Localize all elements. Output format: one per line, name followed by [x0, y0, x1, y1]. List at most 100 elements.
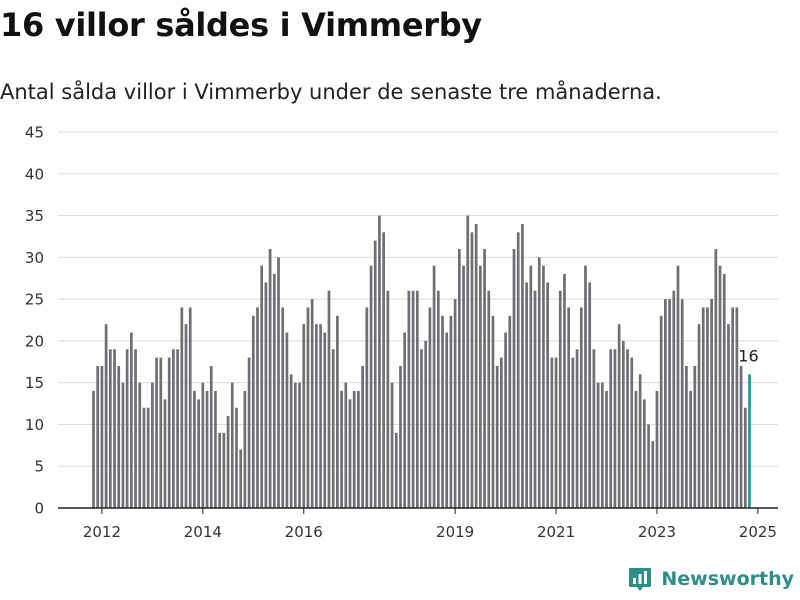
newsworthy-logo: Newsworthy	[627, 566, 794, 592]
bar	[428, 307, 432, 508]
bar	[668, 299, 671, 508]
y-tick-label: 15	[25, 374, 44, 392]
bar	[739, 365, 743, 508]
bar	[521, 223, 524, 508]
bar	[731, 307, 735, 508]
x-tick-label: 2021	[537, 523, 575, 541]
newsworthy-logo-icon	[629, 568, 652, 591]
bar	[151, 382, 154, 508]
bar	[327, 290, 331, 508]
x-axis-labels: 2012 2014 2016 2019 2021 2023 2025	[83, 523, 777, 541]
bar	[298, 382, 301, 508]
y-tick-label: 25	[25, 291, 44, 309]
y-tick-label: 20	[25, 332, 44, 350]
bar	[138, 382, 142, 508]
bar	[340, 391, 343, 508]
bar	[117, 365, 121, 508]
x-tick-label: 2014	[184, 523, 222, 541]
bar	[323, 332, 327, 508]
bar	[209, 365, 213, 508]
y-axis-labels: 0 5 10 15 20 25 30 35 40 45	[25, 124, 44, 518]
bar	[193, 391, 196, 508]
bar	[394, 432, 398, 508]
bar	[268, 248, 272, 509]
bar	[113, 349, 116, 508]
bar	[378, 215, 381, 508]
bar	[230, 382, 234, 508]
bar	[222, 432, 226, 508]
bar	[466, 215, 470, 508]
bar	[382, 232, 385, 508]
bar	[655, 391, 659, 508]
bar	[163, 399, 167, 508]
bar	[600, 382, 604, 508]
bar	[651, 441, 655, 508]
bar	[134, 349, 137, 508]
bar	[449, 315, 453, 508]
bar	[344, 382, 348, 508]
bar	[743, 407, 747, 508]
bar	[130, 332, 133, 508]
bar	[676, 265, 680, 508]
bar	[386, 290, 390, 508]
bar	[621, 340, 625, 508]
bar	[235, 407, 238, 508]
bar	[563, 274, 566, 508]
y-tick-label: 40	[25, 165, 44, 183]
bar	[302, 324, 306, 508]
bar	[441, 315, 444, 508]
bar	[336, 315, 339, 508]
bar	[125, 349, 129, 508]
bar	[529, 265, 533, 508]
bar	[289, 374, 293, 508]
bar	[399, 365, 402, 508]
bar	[205, 391, 209, 508]
bar	[474, 223, 478, 508]
bars	[92, 215, 751, 509]
y-tick-label: 30	[25, 249, 44, 267]
x-tick-label: 2012	[83, 523, 121, 541]
bar	[239, 449, 243, 508]
bar	[605, 391, 608, 508]
bar	[462, 265, 465, 508]
bar	[432, 265, 436, 508]
bar	[714, 248, 718, 509]
bar	[390, 382, 394, 508]
y-tick-label: 45	[25, 124, 44, 142]
bar	[457, 248, 461, 509]
bar	[260, 265, 264, 508]
bar	[470, 232, 474, 508]
bar	[226, 416, 230, 508]
bar	[310, 299, 314, 508]
bar	[104, 324, 108, 508]
highlight-bar	[748, 374, 751, 508]
bar	[487, 290, 491, 508]
bar	[352, 391, 356, 508]
bar	[579, 307, 583, 508]
bar	[357, 391, 360, 508]
bar	[348, 399, 352, 508]
bar	[542, 265, 545, 508]
bar	[685, 365, 688, 508]
bar	[272, 274, 276, 508]
bar	[735, 307, 739, 508]
bar	[617, 324, 621, 508]
bar	[643, 399, 646, 508]
y-tick-label: 5	[34, 458, 44, 476]
y-tick-label: 35	[25, 207, 44, 225]
bar	[508, 315, 512, 508]
bar	[701, 307, 705, 508]
bar	[626, 349, 629, 508]
bar	[575, 349, 579, 508]
bar	[264, 282, 268, 508]
bar	[108, 349, 112, 508]
bar	[567, 307, 571, 508]
bar	[142, 407, 146, 508]
bar	[613, 349, 617, 508]
bar	[256, 307, 259, 508]
bar	[697, 324, 701, 508]
y-tick-label: 10	[25, 416, 44, 434]
bar	[596, 382, 600, 508]
bar	[718, 265, 722, 508]
